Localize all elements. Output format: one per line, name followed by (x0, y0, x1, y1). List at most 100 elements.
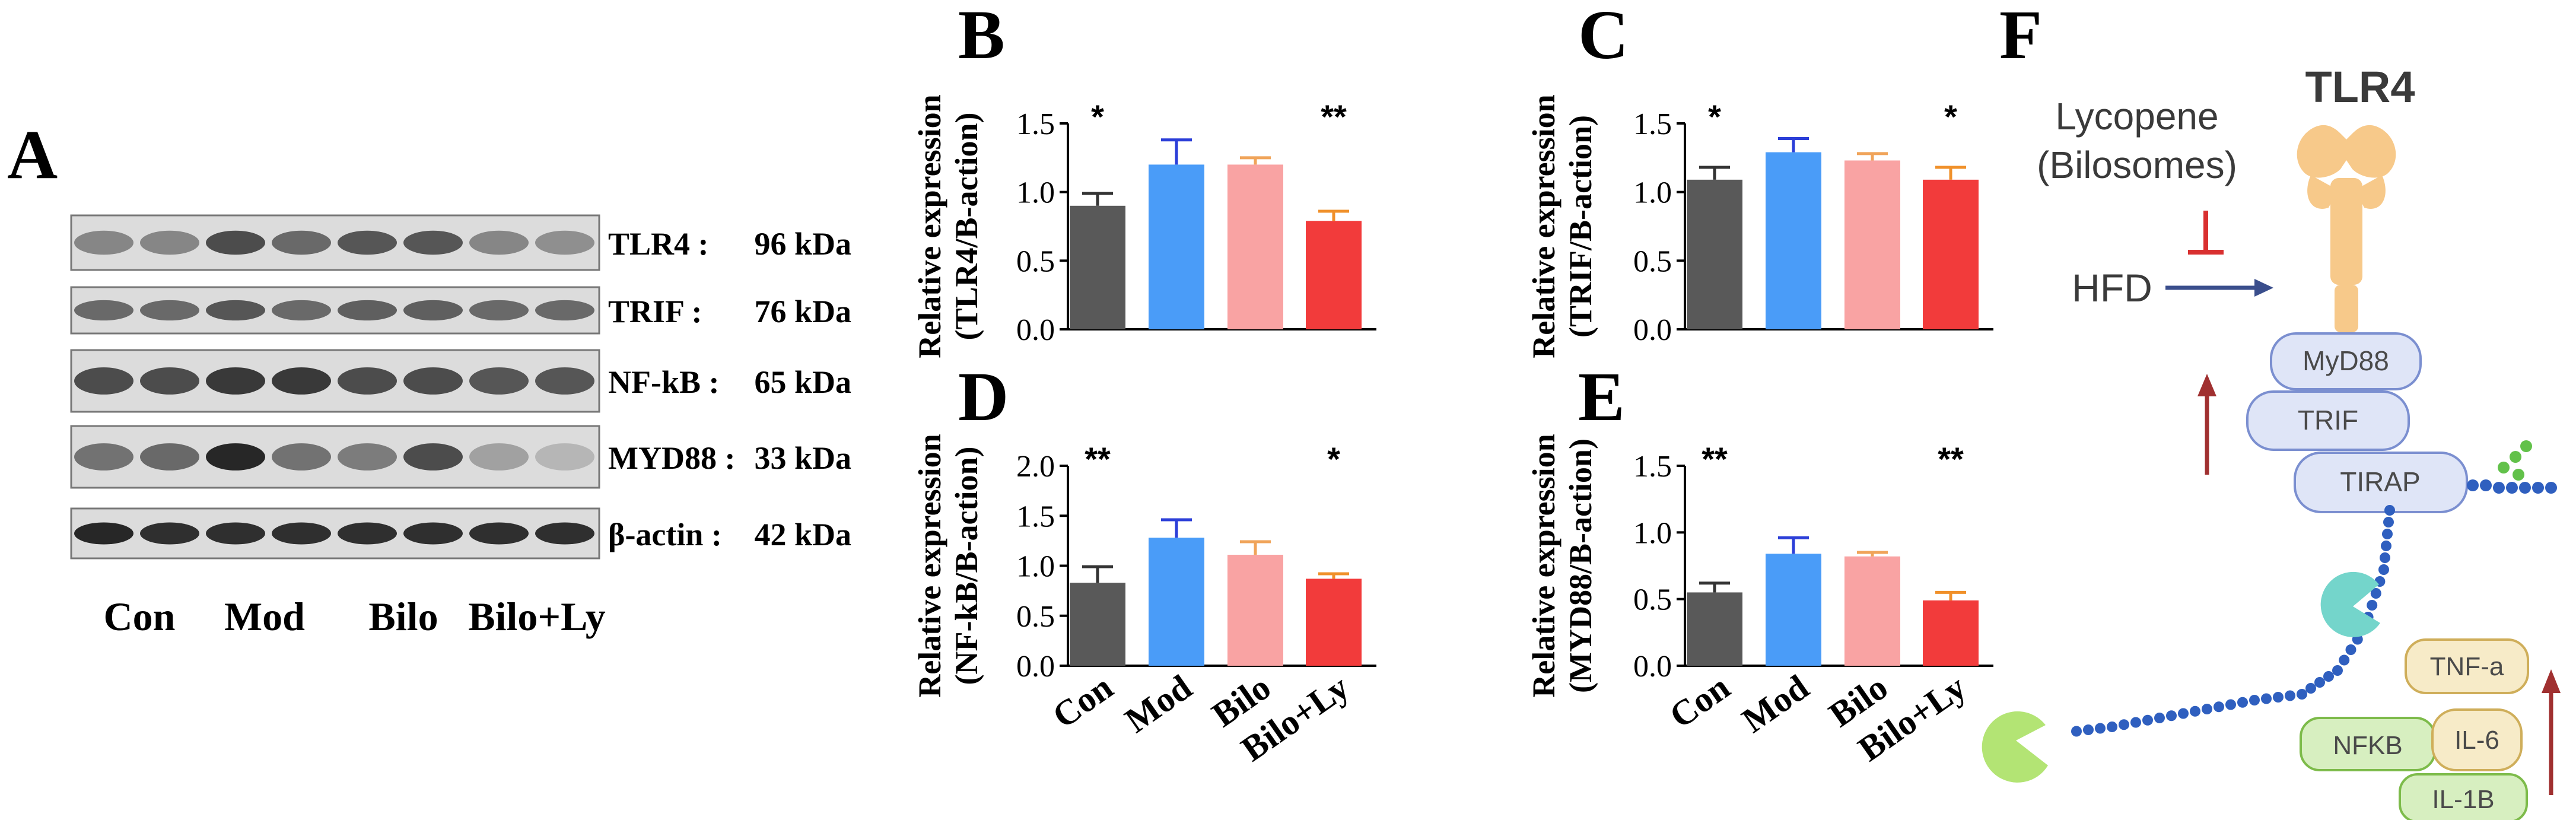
tlr4-receptor-label: TLR4 (2305, 62, 2415, 112)
blot-band (206, 367, 265, 395)
chain-bead (2380, 552, 2390, 563)
blot-kda-label: 42 kDa (754, 517, 851, 552)
chain-bead (2249, 695, 2260, 705)
blot-band (74, 367, 133, 395)
blot-band (206, 443, 265, 471)
chain-bead (2384, 505, 2395, 516)
bar-mod (1766, 152, 1821, 329)
trif-label: TRIF (2298, 405, 2358, 436)
blot-band (535, 300, 594, 321)
blot-band (140, 300, 199, 321)
significance-marker: ** (1938, 440, 1964, 478)
chain-bead (2381, 541, 2391, 551)
myd88-protein: MyD88 (2270, 332, 2422, 390)
chain-bead (2261, 693, 2272, 704)
il1b-label: IL-1B (2432, 785, 2494, 814)
y-axis-label: Relative expression (912, 434, 947, 697)
blot-group-labels: Con Mod Bilo Bilo+Ly (104, 594, 606, 639)
chain-bead (2237, 697, 2248, 708)
blot-band (338, 367, 397, 395)
chain-bead (2273, 692, 2284, 703)
hfd-arrow-icon (2165, 279, 2273, 297)
chain-bead (2480, 479, 2492, 491)
chain-bead (2130, 717, 2141, 728)
chart-panel-b: 0.0 0.5 1.0 1.5 Relative expression (TLR4/B-a… (912, 94, 1376, 358)
chain-bead (2166, 710, 2177, 722)
y-tick-label: 1.0 (1633, 176, 1672, 210)
y-axis-label: Relative expression (912, 94, 947, 358)
chain-bead (2345, 644, 2356, 655)
treatment-sublabel: (Bilosomes) (2037, 144, 2237, 186)
chain-bead (2370, 588, 2381, 599)
y-tick-label: 1.0 (1016, 550, 1055, 584)
blot-band (272, 367, 331, 395)
chain-bead (2532, 482, 2544, 494)
blot-band (403, 300, 463, 321)
chain-bead (2506, 482, 2518, 494)
y-tick-label: 1.0 (1633, 516, 1672, 550)
blot-protein-label: TLR4 : (608, 226, 709, 262)
bar-bilo-ly (1923, 179, 1979, 329)
y-tick-label: 1.0 (1016, 176, 1055, 210)
significance-marker: ** (1702, 440, 1728, 478)
chain-bead-green (2498, 462, 2510, 473)
panel-f: F TLR4 Lycopene (Bilosomes) HFD MyD88 (1982, 0, 2561, 820)
y-tick-label: 0.0 (1633, 313, 1672, 347)
blot-band (535, 230, 594, 255)
blot-band (272, 300, 331, 321)
x-tick-label: Mod (1735, 668, 1815, 740)
blot-band (403, 367, 463, 395)
blot-band (338, 230, 397, 255)
chain-bead (2083, 724, 2094, 735)
blot-protein-label: TRIF : (608, 294, 702, 329)
bar-con (1687, 179, 1742, 329)
x-tick-label: Con (1045, 668, 1120, 736)
blot-band (74, 443, 133, 471)
panel-label-d: D (958, 358, 1009, 436)
chain-bead (2467, 479, 2479, 491)
chart-panel-e: 0.0 0.5 1.0 1.5 Relative expression (MYD88/B-… (1526, 434, 1993, 769)
tirap-protein: TIRAP (2294, 452, 2468, 513)
significance-marker: ** (1321, 98, 1347, 135)
hfd-stimulus-label: HFD (2072, 266, 2152, 310)
y-tick-label: 2.0 (1016, 450, 1055, 484)
bar-bilo-ly (1923, 600, 1979, 666)
chain-bead (2107, 722, 2117, 732)
panel-label-e: E (1578, 358, 1625, 436)
chain-bead-green (2520, 440, 2532, 452)
chain-bead (2190, 705, 2200, 717)
blot-group-label: Bilo+Ly (468, 594, 606, 639)
y-tick-label: 0.0 (1016, 650, 1055, 684)
il1b-box: IL-1B (2399, 773, 2528, 820)
chain-bead (2332, 665, 2343, 676)
trif-protein: TRIF (2246, 390, 2410, 451)
chain-bead (2378, 564, 2389, 575)
blot-band (140, 367, 199, 395)
blot-band (74, 230, 133, 255)
significance-marker: * (1708, 98, 1721, 135)
chain-bead (2285, 690, 2295, 701)
y-tick-label: 0.5 (1633, 583, 1672, 617)
chart-panel-c: 0.0 0.5 1.0 1.5 Relative expression (TRIF/B-a… (1526, 94, 1993, 358)
inhibition-symbol (2188, 211, 2224, 255)
bar-mod (1766, 554, 1821, 666)
chain-bead (2323, 671, 2334, 682)
y-tick-label: 1.5 (1633, 450, 1672, 484)
blot-band (140, 230, 199, 255)
blot-labels: TLR4 : 96 kDa TRIF : 76 kDa NF-kB : 65 kDa MYD… (608, 226, 851, 552)
chain-bead (2154, 713, 2165, 723)
y-axis-sublabel: (TLR4/B-action) (949, 113, 984, 341)
chain-bead (2178, 708, 2189, 719)
chain-bead (2367, 600, 2378, 611)
bar-mod (1149, 538, 1204, 666)
chain-bead (2305, 683, 2316, 694)
blot-band (206, 300, 265, 321)
bar-con (1070, 205, 1125, 329)
blot-group-label: Bilo (368, 594, 438, 639)
nfkb-label: NFKB (2333, 731, 2402, 760)
blot-protein-label: β-actin : (608, 517, 722, 552)
tnf-a-box: TNF-a (2405, 638, 2529, 694)
blot-kda-label: 65 kDa (754, 364, 851, 400)
adaptor-proteins: MyD88 TRIF TIRAP (2246, 332, 2468, 513)
chain-bead (2142, 714, 2153, 726)
